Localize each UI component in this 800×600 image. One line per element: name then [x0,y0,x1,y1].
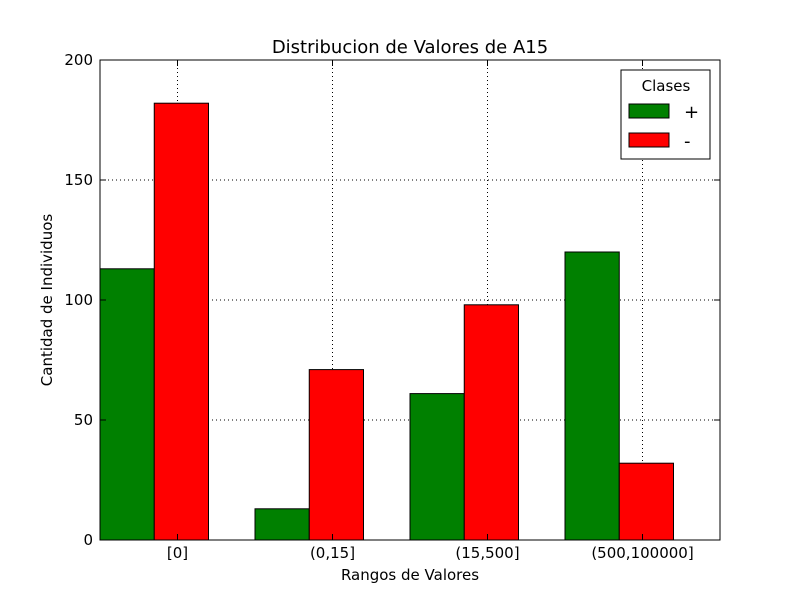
chart-title: Distribucion de Valores de A15 [272,37,548,58]
x-tick-label: [0] [167,544,188,562]
x-axis-label: Rangos de Valores [341,566,479,584]
legend-swatch-plus [628,103,670,119]
legend-label-minus: - [684,131,691,152]
x-tick-label: (15,500] [455,544,519,562]
bar-minus-0 [153,102,209,541]
bar-plus-0-15 [254,508,310,541]
y-tick-label: 150 [64,171,93,189]
y-axis-label: Cantidad de Individuos [38,214,56,387]
bar-plus-0 [99,268,155,541]
y-tick-label: 0 [83,531,93,549]
x-tick-label: (500,100000] [591,544,693,562]
legend-label-plus: + [684,102,699,123]
bar-plus-15-500 [409,393,465,541]
bar-minus-15-500 [463,304,519,541]
y-tick-label: 100 [64,291,93,309]
bar-minus-500-100000 [618,462,674,541]
legend: Clases + - [620,69,711,160]
y-tick-label: 50 [74,411,93,429]
legend-title: Clases [642,77,691,95]
x-tick-label: (0,15] [310,544,355,562]
y-tick-label: 200 [64,51,93,69]
bars [99,102,674,541]
bar-minus-0-15 [308,369,364,541]
bar-plus-500-100000 [564,251,620,541]
legend-swatch-minus [628,132,670,148]
axis-ticks: 0 50 100 150 200 [0] (0,15] (15,500] (500,100000… [64,51,720,562]
